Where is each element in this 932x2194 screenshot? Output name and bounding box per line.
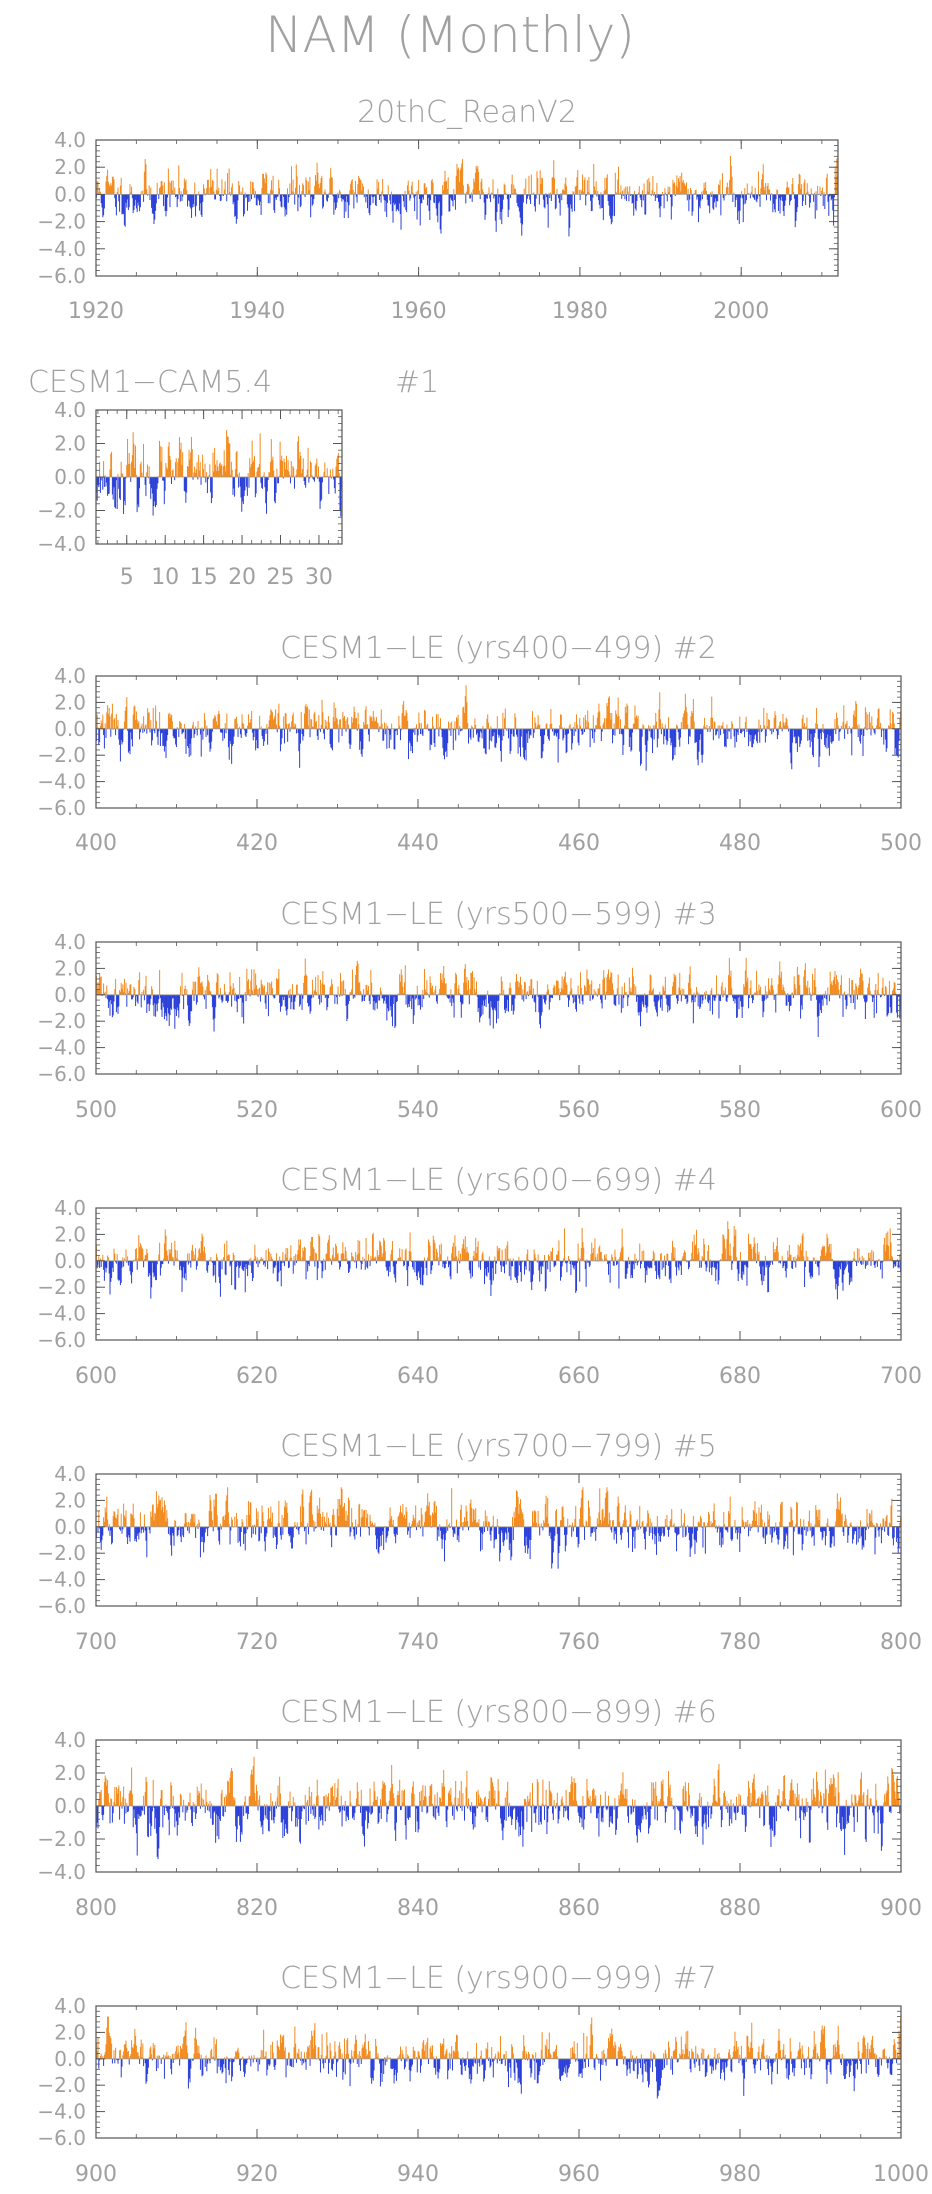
- y-tick-label: 4.0: [54, 930, 86, 954]
- bar-series: [95, 1487, 902, 1569]
- chart-title: CESM1−LE (yrs600−699) #4: [280, 1163, 717, 1198]
- x-tick-label: 420: [236, 831, 278, 856]
- bar-series: [95, 957, 902, 1037]
- y-tick-label: −6.0: [37, 1062, 86, 1086]
- x-tick-label: 1960: [391, 299, 447, 324]
- x-tick-label: 1920: [68, 299, 124, 324]
- y-tick-label: −6.0: [37, 1328, 86, 1352]
- y-tick-label: −2.0: [37, 210, 86, 234]
- y-tick-label: 2.0: [54, 1222, 86, 1246]
- x-tick-label: 560: [558, 1098, 600, 1123]
- x-tick-label: 500: [880, 831, 922, 856]
- y-tick-label: 4.0: [54, 1196, 86, 1220]
- y-tick-label: 4.0: [54, 128, 86, 152]
- chart-panel-1: 20thC_ReanV2 4.0 2.0 0.0 −2.0 −4.0 −6.0 1920 194…: [37, 95, 839, 324]
- chart-member-label: #1: [395, 365, 439, 400]
- x-tick-label: 1940: [229, 299, 285, 324]
- chart-panel-4: CESM1−LE (yrs500−599) #3 4.02.0 0.0−2.0 −4.…: [37, 897, 922, 1123]
- x-tick-label: 15: [190, 565, 218, 590]
- y-tick-label: −6.0: [37, 796, 86, 820]
- x-tick-label: 440: [397, 831, 439, 856]
- bar-series: [95, 1221, 902, 1300]
- chart-title: CESM1−CAM5.4: [28, 365, 272, 400]
- x-tick-label: 640: [397, 1364, 439, 1389]
- x-tick-label: 5: [120, 565, 134, 590]
- y-tick-label: 0.0: [54, 983, 86, 1007]
- x-tick-label: 1980: [552, 299, 608, 324]
- plot-frame: [95, 675, 902, 809]
- y-tick-label: 0.0: [54, 717, 86, 741]
- chart-panel-5: CESM1−LE (yrs600−699) #4 4.02.0 0.0−2.0 −4.…: [37, 1163, 922, 1389]
- x-tick-label: 680: [719, 1364, 761, 1389]
- x-tick-label: 520: [236, 1098, 278, 1123]
- y-tick-label: 0.0: [54, 465, 86, 489]
- y-tick-label: −4.0: [37, 770, 86, 794]
- y-tick-label: −2.0: [37, 1275, 86, 1299]
- chart-panel-3: CESM1−LE (yrs400−499) #2 4.02.0 0.0−2.0 −4.…: [37, 631, 922, 856]
- y-tick-label: −4.0: [37, 1302, 86, 1326]
- x-tick-label: 480: [719, 831, 761, 856]
- y-tick-label: −6.0: [37, 264, 86, 288]
- y-tick-label: 0.0: [54, 182, 86, 206]
- x-tick-label: 600: [880, 1098, 922, 1123]
- x-tick-label: 700: [880, 1364, 922, 1389]
- x-tick-label: 2000: [713, 299, 769, 324]
- bar-series: [95, 156, 839, 237]
- x-tick-label: 30: [305, 565, 333, 590]
- y-tick-label: 2.0: [54, 956, 86, 980]
- y-tick-label: −2.0: [37, 743, 86, 767]
- chart-title: CESM1−LE (yrs400−499) #2: [280, 631, 717, 666]
- y-tick-label: −4.0: [37, 237, 86, 261]
- x-tick-label: 10: [151, 565, 179, 590]
- y-tick-label: −2.0: [37, 1009, 86, 1033]
- x-tick-label: 660: [558, 1364, 600, 1389]
- chart-panel-2: CESM1−CAM5.4 #1 4.0 2.0 0.0 −2.0 −4.0 5 10 15 20 25…: [28, 365, 439, 590]
- chart-title: CESM1−LE (yrs700−799) #5: [280, 1429, 717, 1464]
- x-tick-label: 580: [719, 1098, 761, 1123]
- chart-panel-6: CESM1−LE (yrs700−799) #54.02.00.0−2.0−4.…: [37, 1429, 922, 1655]
- plot-frame: [95, 1207, 902, 1341]
- y-tick-label: 2.0: [54, 690, 86, 714]
- chart-title: CESM1−LE (yrs500−599) #3: [280, 897, 717, 932]
- figure-title: NAM (Monthly): [265, 6, 635, 64]
- x-tick-label: 400: [75, 831, 117, 856]
- y-tick-label: 4.0: [54, 664, 86, 688]
- x-tick-label: 500: [75, 1098, 117, 1123]
- y-tick-label: −4.0: [37, 1036, 86, 1060]
- x-tick-label: 540: [397, 1098, 439, 1123]
- x-tick-label: 25: [267, 565, 295, 590]
- chart-title: 20thC_ReanV2: [357, 95, 577, 130]
- bar-series: [95, 430, 343, 517]
- x-tick-label: 460: [558, 831, 600, 856]
- y-tick-label: −2.0: [37, 499, 86, 523]
- x-tick-label: 600: [75, 1364, 117, 1389]
- y-tick-label: 2.0: [54, 155, 86, 179]
- x-tick-label: 20: [228, 565, 256, 590]
- plot-frame: [95, 139, 839, 277]
- y-tick-label: 0.0: [54, 1249, 86, 1273]
- y-tick-label: 4.0: [54, 398, 86, 422]
- x-tick-label: 620: [236, 1364, 278, 1389]
- y-tick-label: −4.0: [37, 532, 86, 556]
- bar-series: [95, 685, 902, 771]
- y-tick-label: 2.0: [54, 432, 86, 456]
